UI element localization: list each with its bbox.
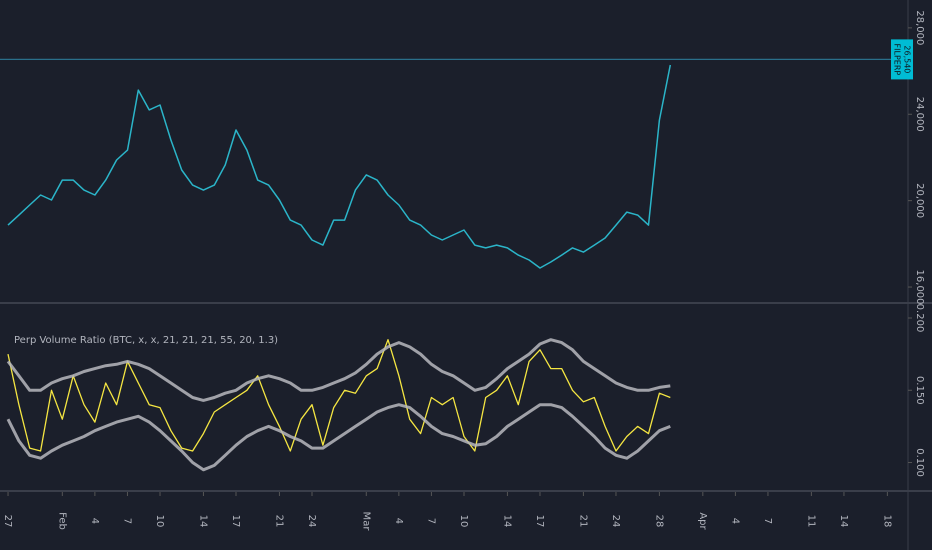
x-tick-label: 4 — [393, 518, 404, 524]
x-tick-label: Mar — [360, 512, 371, 532]
x-tick-label: 7 — [425, 518, 436, 524]
x-tick-label: 11 — [805, 515, 816, 528]
x-tick-label: 4 — [729, 518, 740, 524]
y-tick-label: 28,000 — [914, 10, 925, 45]
x-tick-label: 10 — [154, 515, 165, 528]
x-tick-label: 18 — [881, 515, 892, 528]
last-price-label: 26,540 — [903, 45, 912, 73]
series-line — [6, 338, 671, 402]
x-tick-label: 14 — [197, 515, 208, 528]
x-tick-label: 27 — [2, 515, 13, 528]
y-tick-label: 20,000 — [914, 183, 925, 218]
x-tick-label: 24 — [610, 515, 621, 528]
x-tick-label: 7 — [121, 518, 132, 524]
y-tick-label: 16,000 — [914, 270, 925, 305]
x-tick-label: 14 — [838, 515, 849, 528]
x-tick-label: 28 — [653, 515, 664, 528]
x-tick-label: 17 — [230, 515, 241, 528]
last-price-name: FILPERP — [893, 44, 902, 76]
x-tick-label: 21 — [577, 515, 588, 528]
y-tick-label: 24,000 — [914, 97, 925, 132]
x-tick-label: 21 — [273, 515, 284, 528]
series-line — [6, 403, 671, 472]
x-tick-label: 24 — [306, 515, 317, 528]
x-tick-label: 7 — [762, 518, 773, 524]
x-tick-label: Feb — [56, 512, 67, 530]
series-line — [7, 64, 672, 269]
x-tick-label: 4 — [89, 518, 100, 524]
x-tick-label: 17 — [534, 515, 545, 528]
y-tick-label: 0.150 — [914, 376, 925, 405]
x-tick-label: 10 — [458, 515, 469, 528]
x-tick-label: 14 — [501, 515, 512, 528]
y-tick-label: 0.200 — [914, 304, 925, 333]
y-tick-label: 0.100 — [914, 448, 925, 477]
x-tick-label: Apr — [697, 512, 708, 530]
last-price-box — [891, 39, 913, 80]
indicator-title: Perp Volume Ratio (BTC, x, x, 21, 21, 21… — [14, 335, 278, 346]
series-line — [7, 339, 671, 452]
